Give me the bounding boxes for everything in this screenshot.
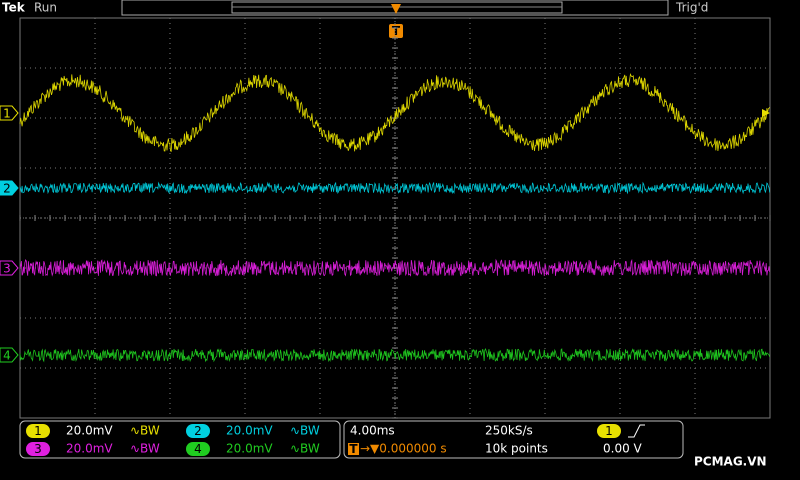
channel-bandwidth: ∿BW [130,424,160,438]
channel-badge-label: 4 [194,442,202,456]
channel-marker: 2 [0,180,19,196]
channel-scale: 20.0mV [226,442,273,456]
channel-marker-shape [0,180,19,196]
sample-rate: 250kS/s [485,424,533,438]
acquisition-status: Run [34,1,57,15]
trace [19,348,771,363]
channel-scale: 20.0mV [66,442,113,456]
channel-marker-label: 2 [3,182,11,196]
channel-readout-box [19,420,341,459]
channel-marker-shape [0,347,19,363]
watermark: PCMAG.VN [694,455,767,469]
channel-badge-label: 3 [34,442,42,456]
trace [19,181,771,195]
channel-badge-label: 1 [34,424,42,438]
trigger-slope [628,424,645,438]
trigger-position-label: T [392,24,401,38]
channel-marker: 4 [0,347,19,363]
brand: Tek [2,1,26,15]
channel-scale: 20.0mV [66,424,113,438]
channel-bandwidth: ∿BW [130,442,160,456]
delay-marker-box [348,443,359,455]
channel-badge [186,442,210,456]
trigger-source: 1 [605,424,613,438]
timebase-readout-box [343,420,684,459]
channel-marker: 1 [0,105,19,121]
trigger-level: 0.00 V [603,442,643,456]
channel-bandwidth: ∿BW [290,424,320,438]
time-scale: 4.00ms [350,424,395,438]
trigger-source-box [597,424,621,438]
channel-badge [186,424,210,438]
channel-scale: 20.0mV [226,424,273,438]
channel-marker-label: 1 [3,107,11,121]
channel-badge [26,424,50,438]
channel-marker-shape [0,260,19,276]
trigger-level-marker [762,109,770,117]
channel-marker-label: 4 [3,349,11,363]
channel-marker: 3 [0,260,19,276]
delay-marker: T [349,442,358,456]
record-length: 10k points [485,442,548,456]
trigger-delay: →▼0.000000 s [360,442,447,456]
trace [19,258,771,277]
trigger-arrow [391,4,401,14]
channel-badge [26,442,50,456]
trace [19,72,771,152]
channel-marker-shape [0,105,19,121]
trigger-status: Trig'd [675,1,708,15]
channel-badge-label: 2 [194,424,202,438]
channel-bandwidth: ∿BW [290,442,320,456]
record-view [121,0,669,16]
channel-marker-label: 3 [3,262,11,276]
